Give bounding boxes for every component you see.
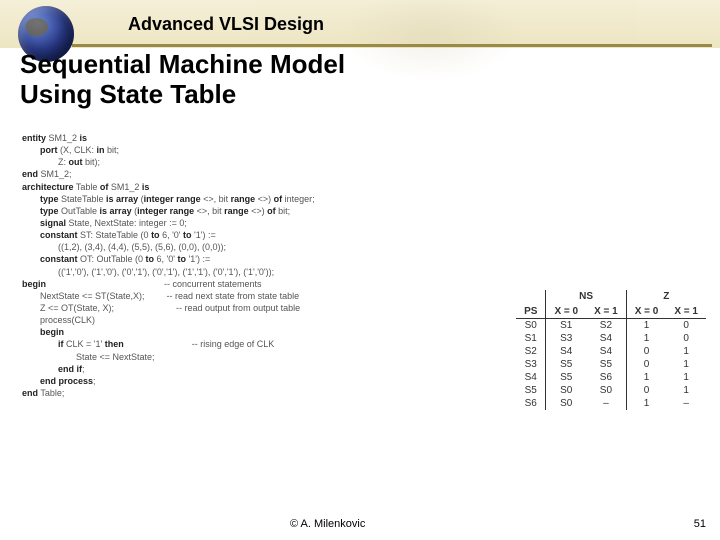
copyright-icon: © xyxy=(290,518,298,530)
table-cell: – xyxy=(666,397,706,410)
col-ps: PS xyxy=(516,305,546,319)
table-cell: 1 xyxy=(626,319,666,333)
table-cell: S1 xyxy=(546,319,586,333)
table-header-blank xyxy=(516,290,546,305)
table-row: S2S4S401 xyxy=(516,345,706,358)
table-cell: 0 xyxy=(626,345,666,358)
table-row: S4S5S611 xyxy=(516,371,706,384)
col-ns-x1: X = 1 xyxy=(586,305,626,319)
table-cell: – xyxy=(586,397,626,410)
table-header-ns: NS xyxy=(546,290,626,305)
table-cell: S1 xyxy=(516,332,546,345)
table-cell: S0 xyxy=(546,397,586,410)
table-cell: 0 xyxy=(626,384,666,397)
table-cell: S2 xyxy=(516,345,546,358)
col-z-x1: X = 1 xyxy=(666,305,706,319)
table-cell: S4 xyxy=(586,332,626,345)
table-row: S0S1S210 xyxy=(516,319,706,333)
table-row: S6S0–1– xyxy=(516,397,706,410)
col-ns-x0: X = 0 xyxy=(546,305,586,319)
course-title: Advanced VLSI Design xyxy=(128,14,324,35)
table-cell: S6 xyxy=(516,397,546,410)
table-row: S1S3S410 xyxy=(516,332,706,345)
table-cell: 0 xyxy=(666,332,706,345)
table-cell: 1 xyxy=(626,332,666,345)
vhdl-code: entity SM1_2 is port (X, CLK: in bit; Z:… xyxy=(22,132,482,399)
table-cell: 1 xyxy=(666,358,706,371)
table-cell: 1 xyxy=(666,345,706,358)
table-cell: S3 xyxy=(546,332,586,345)
table-cell: 0 xyxy=(626,358,666,371)
table-cell: S4 xyxy=(546,345,586,358)
table-cell: 0 xyxy=(666,319,706,333)
table-cell: S0 xyxy=(516,319,546,333)
table-cell: S4 xyxy=(516,371,546,384)
table-cell: S6 xyxy=(586,371,626,384)
footer-page-number: 51 xyxy=(694,518,706,530)
table-cell: S5 xyxy=(546,371,586,384)
table-cell: S3 xyxy=(516,358,546,371)
footer-author: © A. Milenkovic xyxy=(290,518,365,530)
table-row: S5S0S001 xyxy=(516,384,706,397)
table-cell: S0 xyxy=(586,384,626,397)
page-title: Sequential Machine Model Using State Tab… xyxy=(20,50,345,110)
table-cell: S2 xyxy=(586,319,626,333)
title-line-1: Sequential Machine Model xyxy=(20,49,345,79)
table-cell: S5 xyxy=(516,384,546,397)
table-cell: 1 xyxy=(626,397,666,410)
state-table: NS Z PS X = 0 X = 1 X = 0 X = 1 S0S1S210… xyxy=(516,290,706,410)
table-cell: 1 xyxy=(666,384,706,397)
table-cell: S5 xyxy=(586,358,626,371)
table-row: S3S5S501 xyxy=(516,358,706,371)
table-cell: S0 xyxy=(546,384,586,397)
col-z-x0: X = 0 xyxy=(626,305,666,319)
table-header-z: Z xyxy=(626,290,706,305)
table-cell: 1 xyxy=(666,371,706,384)
title-line-2: Using State Table xyxy=(20,79,236,109)
table-cell: S4 xyxy=(586,345,626,358)
table-cell: S5 xyxy=(546,358,586,371)
header-underline xyxy=(72,44,712,47)
header-background xyxy=(0,0,720,48)
table-cell: 1 xyxy=(626,371,666,384)
